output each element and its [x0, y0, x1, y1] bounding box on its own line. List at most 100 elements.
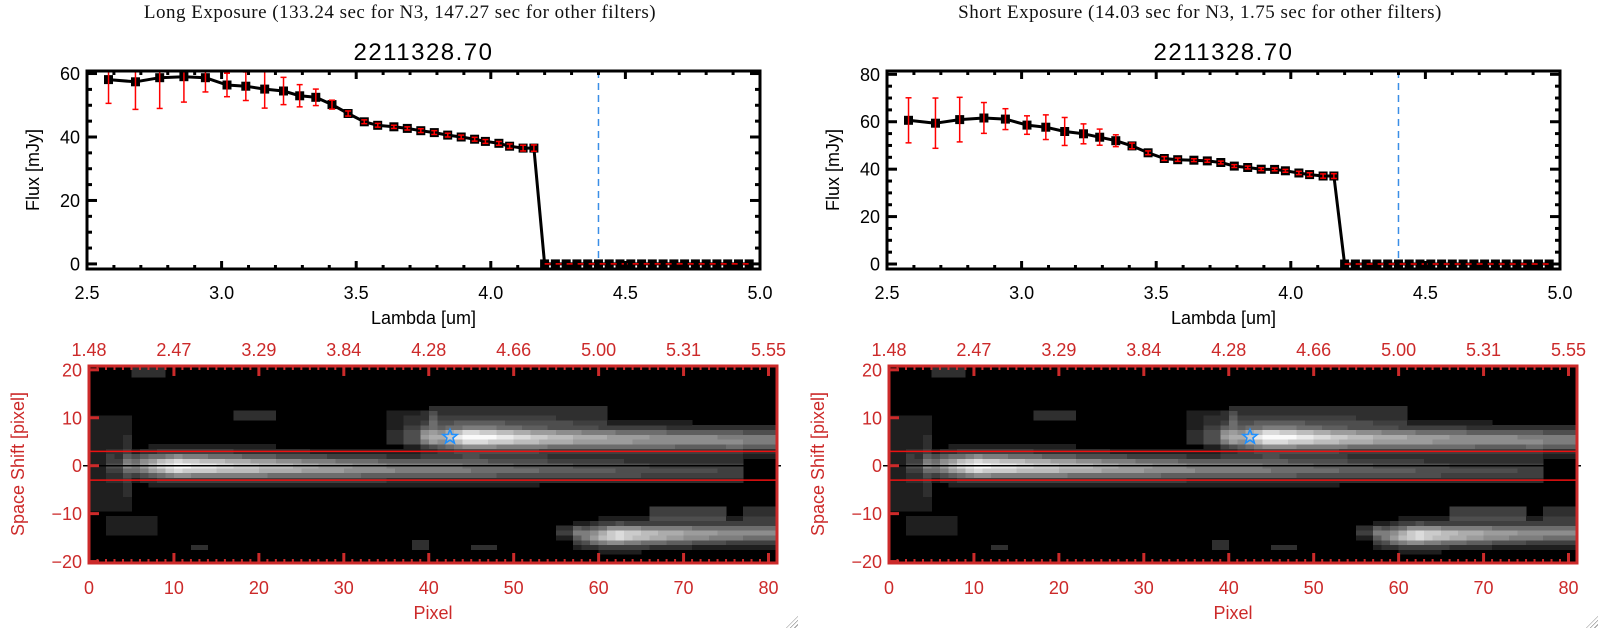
heatmap-cell	[990, 468, 1000, 474]
heatmap-cell	[241, 444, 251, 450]
heatmap-cell	[666, 544, 676, 550]
heatmap-cell	[1407, 539, 1416, 546]
heatmap-cell	[301, 468, 311, 474]
heatmap-cell	[692, 544, 701, 550]
heatmap-cell	[1373, 468, 1382, 474]
heatmap-cell	[641, 458, 650, 464]
x-axis-ticks	[885, 71, 1562, 269]
heatmap-cell	[496, 482, 506, 488]
heatmap-cell	[709, 439, 718, 445]
heatmap-cell	[1356, 458, 1365, 464]
heatmap-cell	[479, 424, 489, 431]
heatmap-cell	[990, 444, 1000, 450]
heatmap-cell	[1271, 434, 1281, 440]
heatmap-cell	[1330, 439, 1340, 445]
heatmap-cell	[649, 472, 659, 478]
heatmap-cell	[1135, 468, 1145, 474]
heatmap-cell	[505, 482, 514, 488]
heatmap-cell	[1458, 539, 1467, 546]
heatmap-cell	[547, 434, 557, 440]
heatmap-cell	[615, 420, 625, 426]
heatmap-cell	[1339, 434, 1348, 440]
heatmap-cell	[1492, 439, 1501, 445]
heatmap-cell	[615, 520, 625, 526]
heatmap-cell	[632, 520, 642, 526]
heatmap-cell	[990, 482, 1000, 488]
heatmap-cell	[751, 424, 761, 431]
heatmap-cell	[743, 516, 752, 522]
heatmap-cell	[445, 415, 455, 421]
heatmap-cell	[1050, 482, 1060, 488]
heatmap-cell	[1509, 434, 1518, 440]
heatmap-cell	[105, 516, 115, 522]
heatmap-cell	[1211, 415, 1221, 421]
heatmap-cell	[1330, 472, 1340, 478]
heatmap-cell	[1211, 453, 1221, 459]
heatmap-cell	[105, 530, 115, 536]
heatmap-cell	[556, 439, 565, 445]
heatmap-cell	[1084, 468, 1094, 474]
heatmap-cell	[352, 472, 362, 478]
heatmap-cell	[751, 506, 761, 512]
heatmap-cell	[224, 472, 234, 478]
heatmap-cell	[743, 520, 752, 526]
heatmap-cell	[1296, 424, 1306, 431]
heatmap-cell	[1262, 472, 1272, 478]
heatmap-cell	[89, 506, 98, 512]
data-point	[1404, 259, 1414, 269]
heatmap-cell	[1228, 410, 1238, 416]
heatmap-cell	[556, 424, 565, 431]
heatmap-cell	[1458, 420, 1467, 426]
heatmap-cell	[760, 506, 769, 512]
error-bar	[1258, 166, 1265, 172]
heatmap-cell	[199, 472, 209, 478]
heatmap-cell	[1449, 444, 1459, 450]
heatmap-cell	[598, 444, 608, 450]
heatmap-cell	[1220, 424, 1230, 431]
error-bar	[1204, 158, 1211, 164]
heatmap-cell	[675, 506, 684, 512]
error-bar	[132, 71, 139, 111]
heatmap-cell	[1568, 535, 1577, 541]
heatmap-cell	[1245, 458, 1255, 464]
heatmap-cell	[922, 520, 932, 526]
heatmap-cell	[224, 468, 234, 474]
heatmap-cell	[522, 472, 531, 478]
heatmap-cell	[343, 453, 353, 459]
heatmap-cell	[1424, 458, 1433, 464]
heatmap-cell	[1398, 439, 1408, 445]
heatmap-cell	[564, 415, 574, 421]
heatmap-cell	[641, 424, 650, 431]
heatmap-cell	[1517, 458, 1527, 464]
heatmap-cell	[1483, 530, 1493, 536]
heatmap-cell	[1041, 410, 1051, 416]
heatmap-cell	[641, 468, 650, 474]
x-tick-label: 4.5	[1413, 283, 1438, 303]
heatmap-cell	[462, 453, 472, 459]
heatmap-cell	[479, 458, 489, 464]
heatmap-cell	[488, 429, 497, 435]
heatmap-cell	[462, 434, 472, 440]
heatmap-cell	[1177, 458, 1187, 464]
heatmap-cell	[889, 420, 898, 426]
heatmap-cell	[471, 424, 481, 431]
heatmap-cell	[156, 482, 166, 488]
heatmap-cell	[105, 453, 115, 459]
heatmap-cell	[573, 424, 582, 431]
heatmap-cell	[743, 530, 752, 536]
heatmap-cell	[1475, 506, 1484, 512]
heatmap-cell	[1288, 429, 1297, 435]
heatmap-cell	[1526, 530, 1535, 536]
heatmap-cell	[1322, 458, 1331, 464]
heatmap-cell	[479, 410, 489, 416]
heatmap-cell	[564, 420, 574, 426]
heatmap-cell	[564, 472, 574, 478]
heatmap-cell	[768, 539, 777, 546]
heatmap-cell	[1203, 444, 1213, 450]
heatmap-cell	[743, 539, 752, 546]
heatmap-cell	[1415, 530, 1425, 536]
top-wavelength-label: 3.84	[1126, 340, 1161, 360]
heatmap-cell	[914, 434, 924, 440]
error-bar	[1080, 123, 1087, 145]
heatmap-cell	[683, 434, 693, 440]
